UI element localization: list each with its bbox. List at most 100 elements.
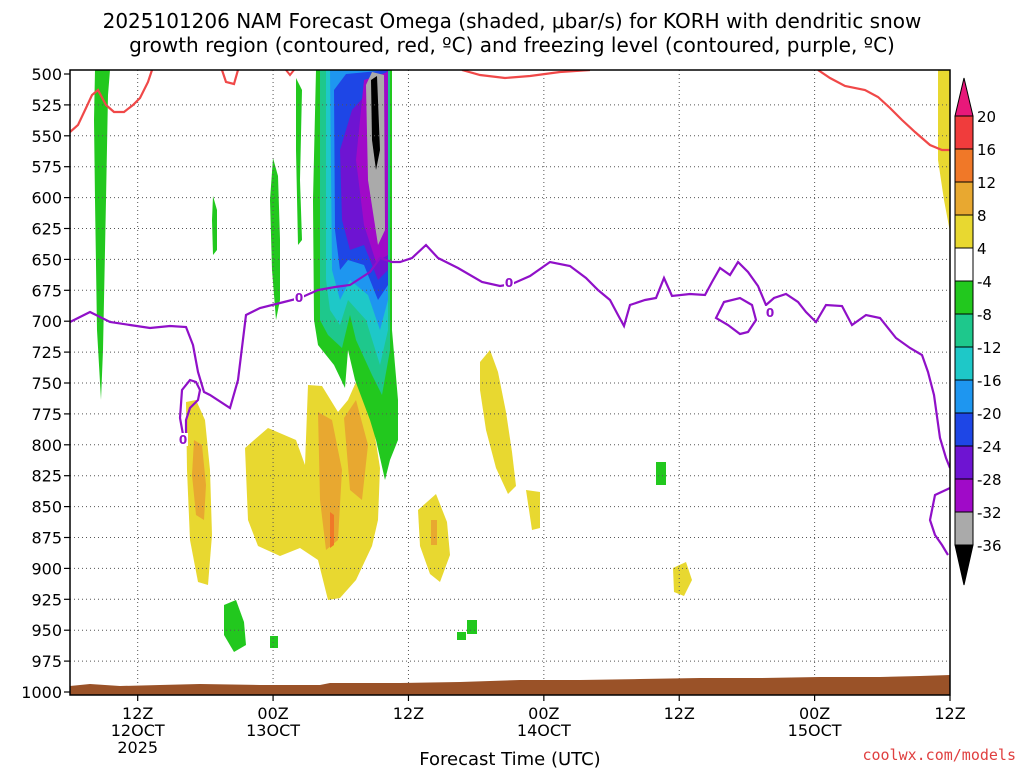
freezing-level-contour [928,487,950,556]
y-tick-label: 750 [31,374,62,393]
colorbar-label: -16 [977,372,1002,390]
dendritic-growth-contour [70,70,154,133]
omega-negative-region [296,78,302,245]
freezing-level-contour [714,296,758,336]
omega-positive-max [330,512,334,548]
colorbar-label: -36 [977,537,1002,555]
y-tick-label: 875 [31,529,62,548]
y-tick-label: 675 [31,281,62,300]
omega-negative-region [457,632,466,640]
omega-positive-region [526,490,540,530]
freezing-level-label: 0 [766,306,774,320]
colorbar-segment [954,511,974,546]
colorbar-label: 20 [977,108,996,126]
omega-negative-region [467,620,477,634]
omega-negative-region [224,600,246,652]
y-tick-label: 700 [31,312,62,331]
y-tick-label: 625 [31,220,62,239]
y-tick-label: 975 [31,652,62,671]
omega-negative-max [371,76,380,170]
freezing-level-labels: 0 0 0 0 [178,276,775,447]
y-tick-label: 1000 [21,683,62,702]
y-tick-label: 925 [31,590,62,609]
y-tick-label: 650 [31,250,62,269]
y-tick-label: 525 [31,96,62,115]
omega-shading [94,70,950,652]
colorbar-label: -4 [977,273,992,291]
colorbar-bottom-arrow [954,544,974,586]
terrain-surface [70,675,950,695]
colorbar-segment [954,214,974,249]
y-tick-label: 600 [31,189,62,208]
colorbar-segment [954,412,974,447]
colorbar-segment [954,115,974,150]
y-tick-label: 575 [31,158,62,177]
dendritic-growth-contour [220,70,240,86]
omega-positive-core [192,440,206,520]
freezing-level-label: 0 [505,276,513,290]
freezing-level-contour [178,378,202,441]
colorbar-top-arrow [954,77,974,117]
x-tick-label: 00Z [257,704,288,723]
dendritic-growth-contour [817,70,950,152]
y-tick-label: 825 [31,467,62,486]
x-tick-label: 13OCT [246,721,300,740]
colorbar-label: -28 [977,471,1002,489]
y-tick-label: 725 [31,343,62,362]
y-tick-label: 500 [31,65,62,84]
dendritic-growth-contour [285,70,295,77]
colorbar-segment [954,280,974,315]
colorbar-label: 4 [977,240,987,258]
colorbar-segment [954,247,974,282]
colorbar-segment [954,478,974,513]
freezing-level-contour [70,243,950,469]
freezing-level-label: 0 [179,433,187,447]
colorbar: 20 16 12 8 4 -4 -8 -12 -16 -20 -24 -28 -32 -36 [954,77,1002,586]
y-tick-label: 775 [31,405,62,424]
colorbar-label: 16 [977,141,996,159]
colorbar-segment [954,346,974,381]
x-tick-label: 15OCT [788,721,842,740]
x-tick-label: 00Z [528,704,559,723]
colorbar-segment [954,379,974,414]
x-tick-label: 00Z [799,704,830,723]
dendritic-growth-contour [461,70,591,80]
grid-lines [70,70,951,695]
chart-title-line-2: growth region (contoured, red, ºC) and f… [129,33,895,57]
y-tick-label: 550 [31,127,62,146]
omega-negative-region [212,196,217,255]
freezing-level-label: 0 [295,291,303,305]
omega-negative-region [270,636,278,648]
colorbar-segment [954,313,974,348]
omega-positive-core [344,400,368,500]
x-tick-label: 2025 [117,738,158,757]
colorbar-segment [954,181,974,216]
y-tick-label: 800 [31,436,62,455]
colorbar-segment [954,445,974,480]
omega-positive-core [431,520,437,545]
x-tick-label: 12Z [664,704,695,723]
colorbar-segment [954,148,974,183]
x-tick-label: 12OCT [111,721,165,740]
omega-negative-region [94,70,110,400]
colorbar-label: -24 [977,438,1002,456]
y-tick-label: 900 [31,559,62,578]
x-tick-label: 12Z [393,704,424,723]
x-axis-title: Forecast Time (UTC) [419,749,600,768]
y-tick-label: 850 [31,498,62,517]
colorbar-label: -8 [977,306,992,324]
colorbar-label: -12 [977,339,1002,357]
y-axis: 500 525 550 575 600 625 650 675 700 725 750 775 800 8… [21,65,70,702]
colorbar-label: 8 [977,207,987,225]
credit-text: coolwx.com/models [862,746,1016,764]
colorbar-label: -20 [977,405,1002,423]
x-tick-label: 12Z [934,704,965,723]
omega-negative-region [270,158,280,320]
omega-positive-region [673,562,692,596]
omega-negative-region [656,462,666,485]
colorbar-label: -32 [977,504,1002,522]
chart-title-line-1: 2025101206 NAM Forecast Omega (shaded, μ… [103,9,922,33]
x-tick-label: 12Z [122,704,153,723]
